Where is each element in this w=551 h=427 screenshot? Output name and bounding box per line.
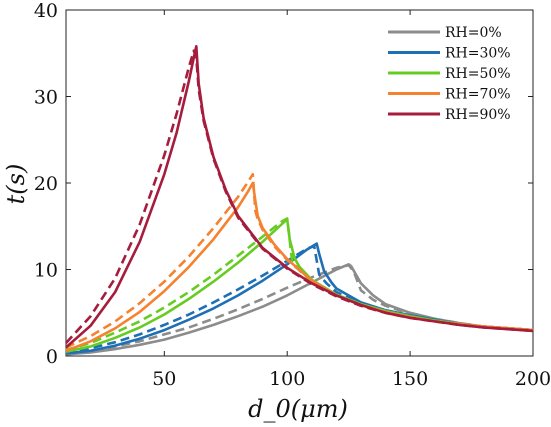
series-rh-70--dashed-line [65, 173, 534, 349]
y-axis-label: t(s) [2, 164, 30, 205]
x-tick-label: 200 [515, 368, 551, 390]
series-layer [65, 44, 534, 356]
y-tick-label: 0 [46, 346, 58, 368]
legend-label-rh-30-: RH=30% [445, 46, 511, 62]
axes-box [65, 9, 534, 357]
legend-label-rh-70-: RH=70% [445, 87, 511, 103]
series-rh-30--solid-line [65, 242, 534, 355]
plot-area [65, 9, 534, 357]
legend: RH=0% RH=30% RH=50% RH=70% RH=90% [388, 25, 511, 123]
series-rh-90--solid-line [65, 44, 534, 349]
x-tick-label: 150 [392, 368, 428, 390]
x-tick-label: 100 [269, 368, 305, 390]
y-tick-label: 10 [34, 260, 58, 282]
y-tick-label: 30 [34, 87, 58, 109]
legend-label-rh-0-: RH=0% [445, 25, 502, 41]
tick-layer: 50 100 150 200 0 10 20 30 40 [34, 0, 551, 390]
y-tick-label: 40 [34, 0, 58, 22]
series-rh-30--dashed-line [65, 244, 534, 354]
x-tick-label: 50 [152, 368, 176, 390]
legend-label-rh-50-: RH=50% [445, 66, 511, 82]
legend-label-rh-90-: RH=90% [445, 107, 511, 123]
x-axis-label: d_0(μm) [248, 395, 348, 423]
y-tick-label: 20 [34, 173, 58, 195]
series-rh-50--solid-line [65, 218, 534, 353]
